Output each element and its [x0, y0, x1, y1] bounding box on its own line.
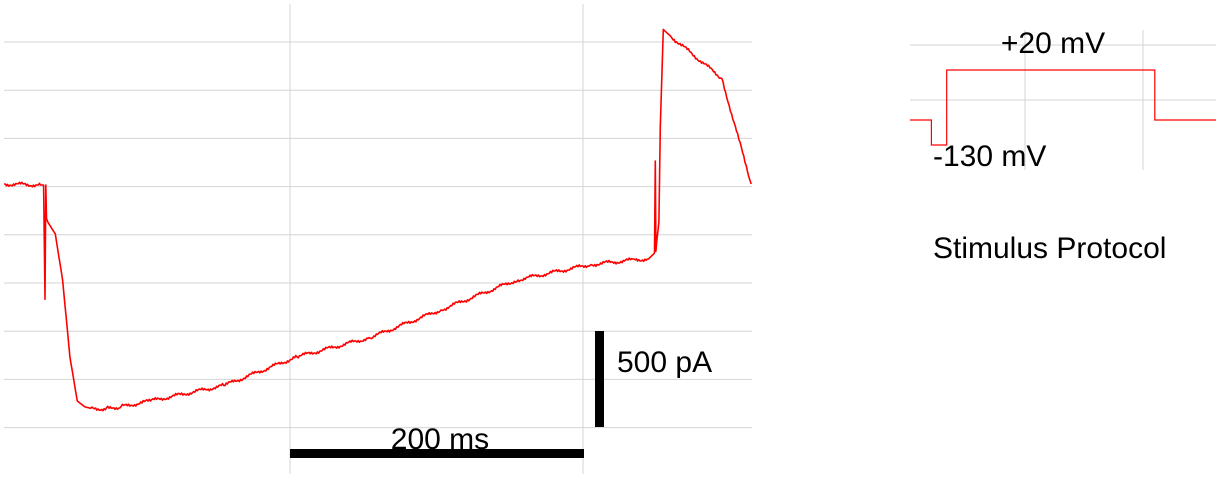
- current-trace-series: [4, 28, 752, 412]
- stimulus-grid: [910, 30, 1216, 170]
- main-grid: [4, 4, 752, 474]
- current-scale-label: 500 pA: [617, 346, 712, 379]
- stimulus-protocol-title: Stimulus Protocol: [933, 232, 1166, 265]
- time-scale-label: 200 ms: [391, 423, 489, 456]
- current-trace-panel: 200 ms 500 pA: [4, 4, 752, 474]
- stimulus-high-label: +20 mV: [1001, 27, 1105, 60]
- stimulus-low-label: -130 mV: [933, 140, 1046, 173]
- stimulus-protocol-series: [910, 69, 1216, 146]
- time-scale-bar: [290, 449, 584, 458]
- stimulus-protocol-panel: +20 mV -130 mV Stimulus Protocol: [910, 27, 1216, 265]
- current-scale-bar: [595, 331, 604, 427]
